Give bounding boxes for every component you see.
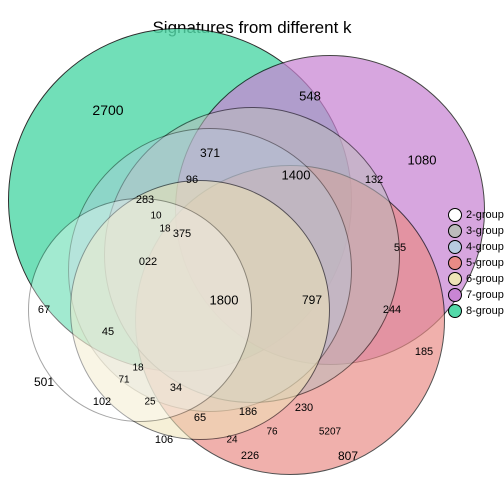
venn-value: 24 [226,435,237,446]
legend-label: 2-group [466,209,504,221]
legend-label: 4-group [466,241,504,253]
venn-value: 226 [241,450,259,462]
legend-label: 6-group [466,273,504,285]
venn-value: 2700 [92,102,123,118]
venn-value: 230 [295,402,313,414]
venn-value: 5207 [319,427,341,438]
venn-value: 022 [139,256,157,268]
venn-value: 186 [239,406,257,418]
legend-swatch [448,304,462,318]
venn-value: 1080 [408,153,437,168]
venn-value: 807 [338,449,358,463]
venn-value: 185 [415,346,433,358]
venn-value: 797 [302,293,322,307]
venn-value: 1800 [210,293,239,308]
legend-label: 3-group [466,225,504,237]
legend: 2-group 3-group 4-group 5-group 6-group 7-gro… [448,208,504,320]
venn-value: 501 [34,375,54,389]
venn-value: 18 [132,363,143,374]
venn-value: 45 [102,326,114,338]
venn-value: 10 [150,211,161,222]
legend-label: 8-group [466,305,504,317]
legend-item: 7-group [448,288,504,302]
venn-value: 283 [136,194,154,206]
venn-value: 106 [155,434,173,446]
venn-value: 25 [144,397,155,408]
legend-swatch [448,224,462,238]
legend-item: 2-group [448,208,504,222]
legend-item: 8-group [448,304,504,318]
legend-swatch [448,208,462,222]
legend-swatch [448,272,462,286]
venn-value: 55 [394,242,406,254]
venn-value: 244 [383,304,401,316]
venn-value: 96 [186,174,198,186]
legend-swatch [448,256,462,270]
legend-item: 3-group [448,224,504,238]
venn-value: 67 [38,304,50,316]
legend-swatch [448,240,462,254]
venn-value: 18 [159,224,170,235]
venn-value: 76 [266,427,277,438]
legend-label: 7-group [466,289,504,301]
legend-item: 6-group [448,272,504,286]
legend-label: 5-group [466,257,504,269]
venn-value: 34 [170,382,182,394]
legend-item: 5-group [448,256,504,270]
page-title: Signatures from different k [0,18,504,38]
venn-value: 71 [118,375,129,386]
venn-value: 65 [194,412,206,424]
legend-item: 4-group [448,240,504,254]
legend-swatch [448,288,462,302]
venn-value: 132 [365,174,383,186]
venn-value: 102 [93,396,111,408]
venn-value: 371 [200,146,220,160]
venn-value: 1400 [282,168,311,183]
venn-circle-2-group [28,198,252,422]
venn-value: 375 [173,228,191,240]
venn-value: 548 [299,89,321,104]
